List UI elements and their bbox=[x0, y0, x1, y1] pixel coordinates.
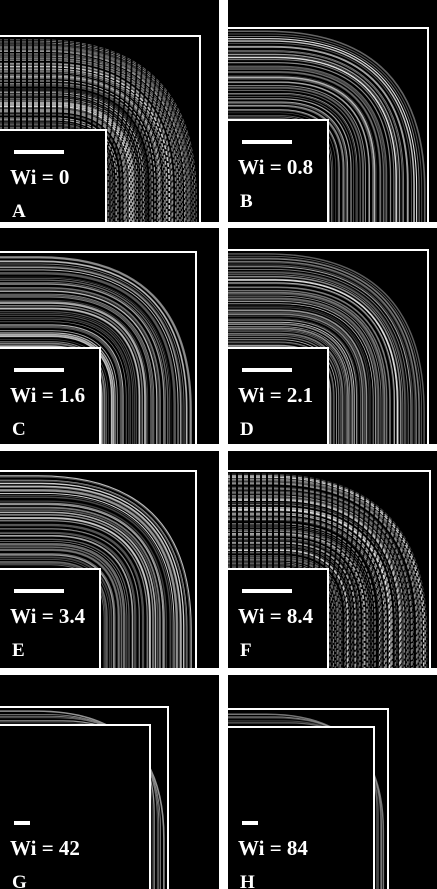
panel-letter: B bbox=[240, 191, 253, 212]
streak-panel: Wi = 0 A bbox=[0, 0, 219, 222]
wi-label: Wi = 2.1 bbox=[238, 383, 313, 407]
streak-panel: Wi = 0.8 B bbox=[228, 0, 437, 222]
panel-letter: C bbox=[12, 419, 26, 440]
panel-letter: E bbox=[12, 640, 25, 661]
inner-wall bbox=[228, 727, 374, 889]
wi-label: Wi = 84 bbox=[238, 836, 308, 860]
panel-letter: G bbox=[12, 872, 27, 889]
inner-wall bbox=[0, 725, 150, 889]
wi-label: Wi = 0 bbox=[10, 165, 69, 189]
panel-letter: D bbox=[240, 419, 254, 440]
streak-panel: Wi = 3.4 E bbox=[0, 451, 219, 668]
streak-panel: Wi = 2.1 D bbox=[228, 228, 437, 444]
wi-label: Wi = 42 bbox=[10, 836, 80, 860]
streak-panel: Wi = 84 H bbox=[228, 675, 437, 889]
panel-letter: H bbox=[240, 872, 255, 889]
wi-label: Wi = 3.4 bbox=[10, 604, 86, 628]
panel-letter: A bbox=[12, 201, 26, 222]
wi-label: Wi = 0.8 bbox=[238, 155, 313, 179]
streak-panel: Wi = 42 G bbox=[0, 675, 219, 889]
figure: {"panels": [ {"wi": "Wi = 0", "letter": … bbox=[0, 0, 437, 889]
wi-label: Wi = 8.4 bbox=[238, 604, 314, 628]
streak-panel: Wi = 1.6 C bbox=[0, 228, 219, 444]
wi-label: Wi = 1.6 bbox=[10, 383, 85, 407]
panel-letter: F bbox=[240, 640, 252, 661]
streak-panel: Wi = 8.4 F bbox=[228, 451, 437, 668]
